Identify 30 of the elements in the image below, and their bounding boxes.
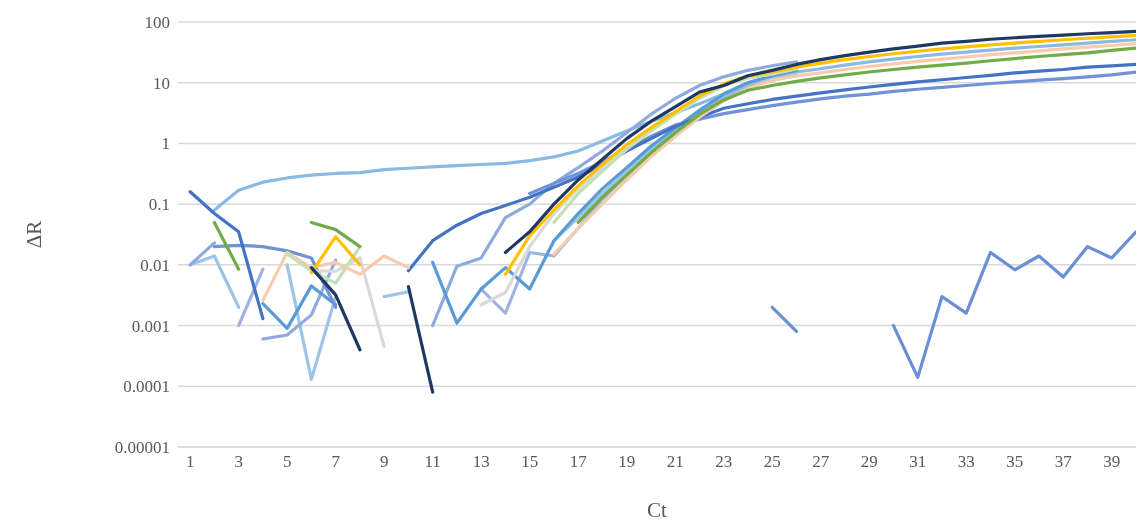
x-tick-label: 27: [812, 452, 830, 472]
x-tick-label: 23: [715, 452, 733, 472]
x-tick-label: 17: [569, 452, 588, 472]
y-axis-title: ΔR: [22, 220, 47, 249]
x-tick-label: 37: [1054, 452, 1073, 472]
x-tick-label: 33: [957, 452, 975, 472]
x-tick-label: 9: [379, 452, 389, 472]
x-tick-label: 7: [331, 452, 341, 472]
x-tick-label: 39: [1103, 452, 1121, 472]
y-tick-label: 1: [161, 134, 170, 154]
x-axis-title: Ct: [647, 498, 668, 521]
y-tick-label: 0.00001: [114, 438, 170, 458]
x-tick-label: 19: [618, 452, 636, 472]
x-tick-label: 1: [185, 452, 195, 472]
x-tick-label: 11: [424, 452, 441, 472]
x-tick-label: 31: [909, 452, 927, 472]
x-tick-label: 29: [860, 452, 878, 472]
x-tick-label: 15: [521, 452, 539, 472]
x-tick-label: 35: [1006, 452, 1024, 472]
y-tick-label: 0.1: [148, 195, 170, 215]
y-tick-label: 100: [144, 13, 170, 33]
x-tick-label: 3: [234, 452, 243, 472]
y-tick-label: 0.0001: [123, 377, 170, 397]
y-tick-label: 0.001: [131, 316, 170, 336]
x-tick-label: 25: [763, 452, 781, 472]
x-tick-label: 13: [472, 452, 490, 472]
y-tick-label: 0.01: [140, 255, 170, 275]
x-tick-label: 21: [666, 452, 684, 472]
x-tick-label: 5: [282, 452, 292, 472]
y-tick-label: 10: [153, 73, 170, 93]
